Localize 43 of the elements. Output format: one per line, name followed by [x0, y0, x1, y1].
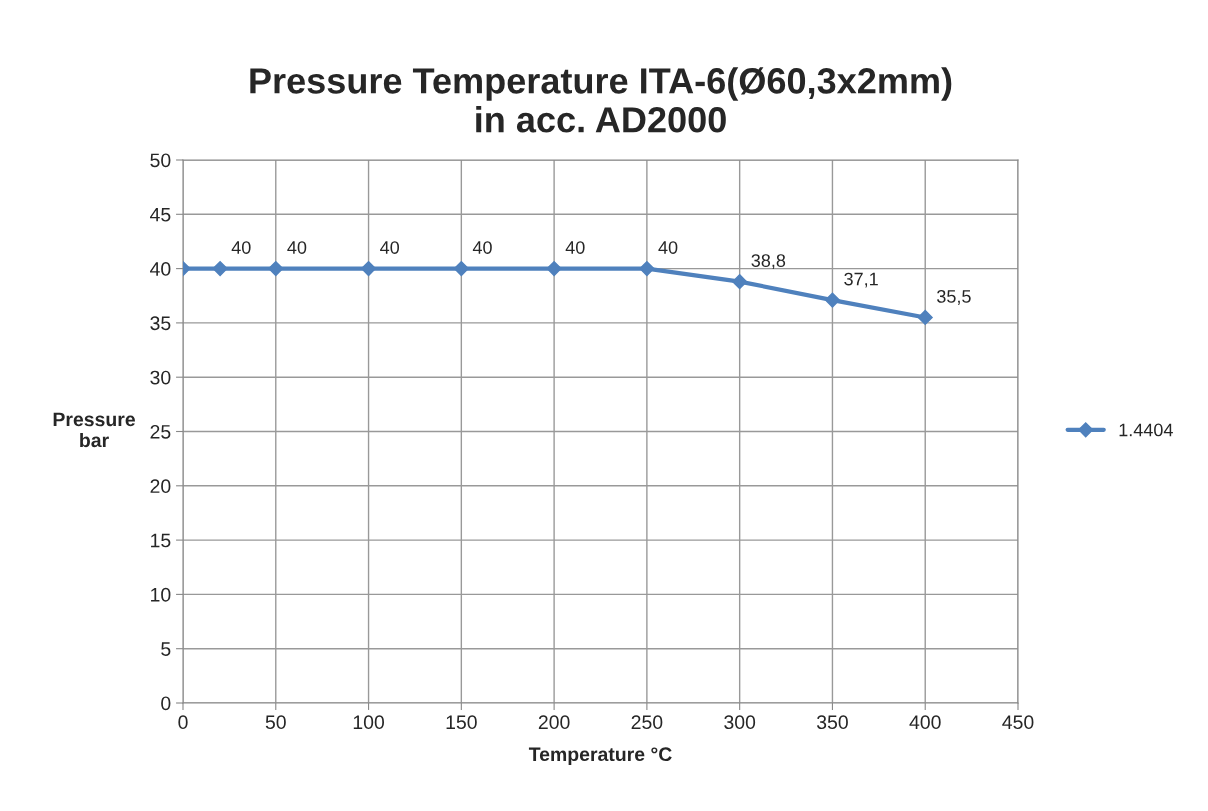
x-tick-label: 400	[909, 715, 941, 730]
x-tick-label: 0	[178, 715, 188, 730]
x-tick-label: 350	[816, 715, 848, 730]
x-tick-label: 150	[446, 715, 477, 730]
y-tick-label: 15	[151, 533, 171, 548]
y-tick-label: 35	[150, 316, 171, 331]
data-label: 40	[231, 241, 251, 254]
x-tick-label: 200	[538, 715, 570, 730]
y-tick-label: 25	[150, 424, 171, 439]
x-tick-label: 100	[353, 715, 385, 730]
point	[824, 292, 841, 308]
point	[917, 309, 933, 326]
point	[453, 261, 469, 277]
data-label: 40	[658, 241, 678, 254]
y-tick-label: 20	[150, 479, 171, 494]
point	[212, 261, 228, 277]
data-label: 35,5	[937, 290, 971, 305]
y-tick-label: 30	[150, 370, 171, 385]
y-tick-label: 50	[150, 153, 171, 168]
data-label: 37,1	[844, 272, 878, 288]
data-label: 40	[565, 241, 585, 254]
data-label: 40	[287, 241, 307, 254]
y-tick-label: 0	[161, 696, 171, 711]
y-tick-label: 40	[150, 262, 171, 276]
x-axis-title: Temperature °C	[528, 747, 672, 765]
legend-label: 1.4404	[1119, 423, 1173, 437]
x-tick-label: 250	[631, 715, 663, 730]
point	[639, 261, 655, 277]
data-label: 40	[472, 241, 492, 254]
x-tick-label: 300	[724, 715, 756, 730]
x-tick-label: 50	[265, 715, 286, 730]
point	[732, 274, 748, 290]
x-tick-label: 450	[1002, 715, 1034, 730]
point	[360, 261, 377, 277]
y-tick-label: 5	[161, 642, 171, 656]
data-label: 38,8	[751, 254, 786, 270]
point	[268, 261, 284, 277]
chart-title: Pressure Temperature ITA-6(Ø60,3x2mm) in acc. AD2000	[250, 67, 952, 133]
data-label: 40	[380, 241, 400, 254]
y-axis-title: Pressure bar	[53, 412, 135, 448]
y-tick-label: 45	[150, 207, 171, 222]
y-tick-label: 10	[151, 587, 171, 602]
point	[546, 261, 562, 277]
